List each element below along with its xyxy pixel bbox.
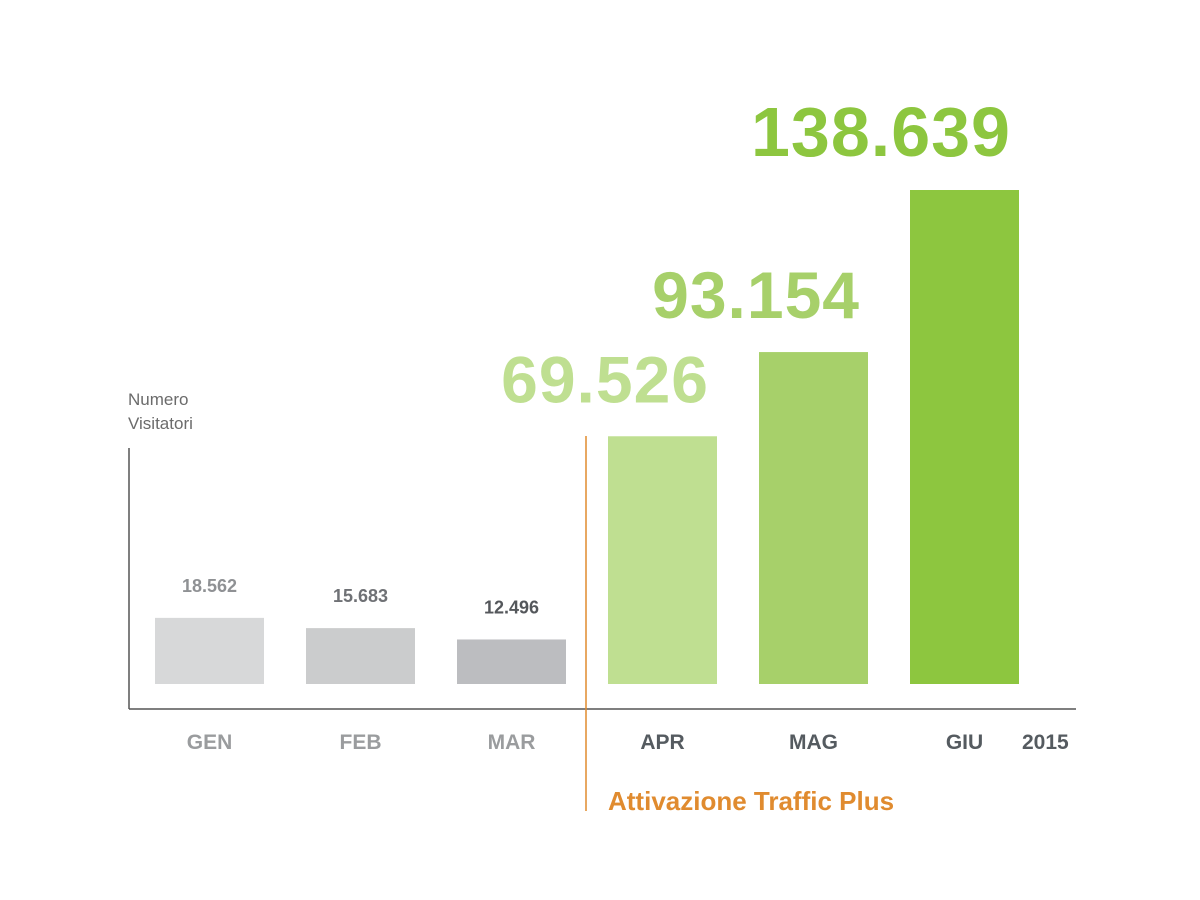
y-axis-label-line-1: Numero xyxy=(128,390,188,409)
bars xyxy=(155,190,1019,684)
category-labels: GEN FEB MAR APR MAG GIU xyxy=(187,731,983,754)
value-label-gen: 18.562 xyxy=(182,576,237,596)
category-label-mag: MAG xyxy=(789,731,838,754)
annotation-label: Attivazione Traffic Plus xyxy=(608,786,894,816)
bar-gen xyxy=(155,617,264,684)
category-label-feb: FEB xyxy=(340,731,382,754)
category-label-giu: GIU xyxy=(946,731,983,754)
bar-giu xyxy=(910,190,1019,684)
category-label-mar: MAR xyxy=(488,731,536,754)
value-label-mag: 93.154 xyxy=(652,258,860,332)
bar-apr xyxy=(608,436,717,684)
year-label: 2015 xyxy=(1022,731,1069,754)
category-label-gen: GEN xyxy=(187,731,233,754)
value-label-feb: 15.683 xyxy=(333,586,388,606)
value-label-giu: 138.639 xyxy=(751,93,1011,171)
value-label-mar: 12.496 xyxy=(484,597,539,617)
value-labels: 18.562 15.683 12.496 69.526 93.154 138.639 xyxy=(182,93,1011,617)
bar-mag xyxy=(759,352,868,684)
value-label-apr: 69.526 xyxy=(501,342,709,416)
category-label-apr: APR xyxy=(640,731,684,754)
bar-feb xyxy=(306,628,415,684)
y-axis-label-line-2: Visitatori xyxy=(128,414,193,433)
bar-mar xyxy=(457,639,566,684)
